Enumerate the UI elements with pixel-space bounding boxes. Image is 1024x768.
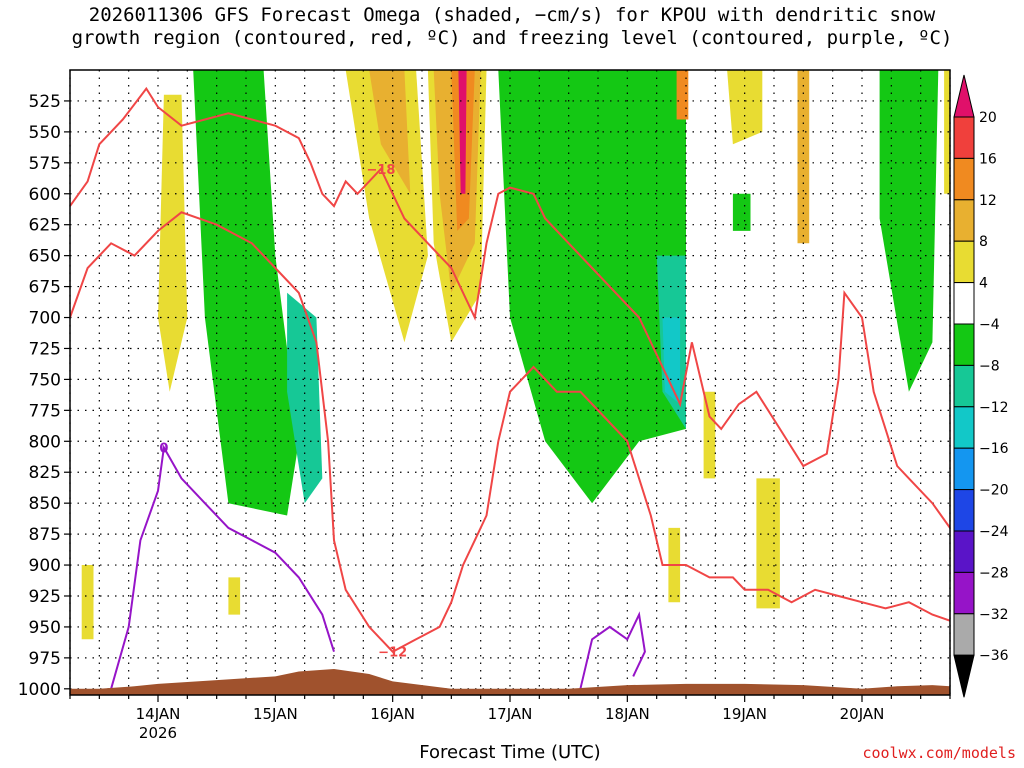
colorbar-label-13: −36: [979, 648, 1009, 664]
terrain-fill: [70, 669, 950, 695]
x-axis-label: Forecast Time (UTC): [419, 742, 601, 763]
omega-region-18: [879, 70, 939, 392]
contour-label-2: 0: [159, 441, 168, 456]
colorbar-label-0: 20: [979, 110, 997, 126]
y-tick-label-2: 575: [29, 154, 61, 174]
temperature-contours: −18 −12 0: [70, 86, 950, 690]
contour-label-0: −18: [366, 163, 395, 178]
y-tick-label-19: 1000: [18, 680, 61, 700]
colorbar-label-2: 12: [979, 193, 997, 209]
y-tick-label-12: 825: [29, 463, 61, 483]
colorbar-swatch-5: [953, 282, 975, 325]
omega-region-15: [797, 70, 810, 244]
contour-line-3: [579, 611, 646, 690]
contour-line-2: [110, 444, 335, 690]
colorbar-label-12: −32: [979, 607, 1009, 623]
y-tick-label-8: 725: [29, 339, 61, 359]
omega-region-9: [498, 70, 686, 504]
title-line-2: growth region (contoured, red, ºC) and f…: [71, 27, 953, 49]
colorbar-label-3: 8: [979, 234, 988, 250]
colorbar-swatch-12: [953, 571, 975, 615]
colorbar: 20 16 12 8 4 −4 −8 −12 −16 −20 −24 −28 −32 −36: [953, 74, 1009, 698]
omega-region-12: [676, 70, 689, 120]
x-tick-label-4: 18JAN: [605, 705, 650, 723]
colorbar-swatch-9: [953, 447, 975, 491]
colorbar-swatch-13: [953, 613, 975, 656]
y-tick-label-6: 675: [29, 278, 61, 298]
x-tick-label-3: 17JAN: [488, 705, 533, 723]
y-tick-label-3: 600: [29, 185, 61, 205]
credit-text: coolwx.com/models: [862, 744, 1016, 762]
colorbar-swatch-4: [953, 240, 975, 284]
colorbar-swatch-8: [953, 406, 975, 449]
colorbar-label-1: 16: [979, 151, 997, 167]
y-tick-label-7: 700: [29, 309, 61, 329]
omega-region-13: [727, 70, 763, 145]
omega-region-0: [158, 94, 188, 392]
x-tick-label-1: 15JAN: [253, 705, 298, 723]
y-tick-label-16: 925: [29, 587, 61, 607]
colorbar-swatch-6: [953, 323, 975, 366]
x-tick-label-6: 20JAN: [840, 705, 885, 723]
colorbar-label-8: −16: [979, 441, 1009, 457]
colorbar-swatch-10: [953, 489, 975, 532]
y-tick-label-10: 775: [29, 401, 61, 421]
colorbar-label-5: −4: [979, 317, 1000, 333]
colorbar-label-7: −12: [979, 400, 1009, 416]
y-tick-label-4: 625: [29, 216, 61, 236]
y-tick-label-11: 800: [29, 432, 61, 452]
omega-region-1: [193, 70, 299, 516]
y-tick-label-5: 650: [29, 247, 61, 267]
y-tick-label-0: 525: [29, 92, 61, 112]
y-tick-label-13: 850: [29, 494, 61, 514]
colorbar-swatch-11: [953, 530, 975, 573]
y-tick-label-18: 975: [29, 649, 61, 669]
y-axis: 525 550 575 600 625 650 675 700 725 750 775 800 825 8…: [18, 92, 70, 700]
omega-shading: [81, 70, 950, 640]
colorbar-swatch-7: [953, 364, 975, 408]
x-tick-sublabel-0: 2026: [139, 724, 177, 742]
omega-region-11: [662, 317, 681, 405]
colorbar-label-11: −28: [979, 565, 1009, 581]
omega-region-17: [756, 478, 780, 609]
contour-line-0: [70, 86, 950, 529]
contour-line-1: [70, 211, 950, 653]
omega-region-14: [732, 193, 751, 231]
y-tick-label-9: 750: [29, 370, 61, 390]
colorbar-bottom-arrow: [953, 654, 975, 698]
y-tick-label-17: 950: [29, 618, 61, 638]
chart-title: 2026011306 GFS Forecast Omega (shaded, −…: [0, 4, 1024, 50]
omega-region-2: [287, 292, 323, 504]
contour-label-1: −12: [378, 646, 407, 661]
title-line-1: 2026011306 GFS Forecast Omega (shaded, −…: [88, 4, 936, 26]
y-tick-label-1: 550: [29, 123, 61, 143]
omega-region-20: [81, 565, 94, 640]
x-tick-label-2: 16JAN: [370, 705, 415, 723]
colorbar-swatch-3: [953, 199, 975, 242]
x-tick-label-5: 19JAN: [722, 705, 767, 723]
omega-region-16: [703, 391, 716, 479]
terrain-area: [70, 669, 950, 695]
colorbar-swatch-1: [953, 116, 975, 159]
colorbar-swatch-2: [953, 157, 975, 201]
x-tick-label-0: 14JAN: [136, 705, 181, 723]
colorbar-top-arrow: [953, 74, 975, 118]
colorbar-label-4: 4: [979, 276, 988, 292]
omega-region-19: [944, 70, 950, 194]
colorbar-label-10: −24: [979, 524, 1009, 540]
colorbar-label-9: −20: [979, 483, 1009, 499]
omega-region-21: [228, 577, 241, 615]
colorbar-label-6: −8: [979, 358, 1000, 374]
y-tick-label-15: 900: [29, 556, 61, 576]
y-tick-label-14: 875: [29, 525, 61, 545]
